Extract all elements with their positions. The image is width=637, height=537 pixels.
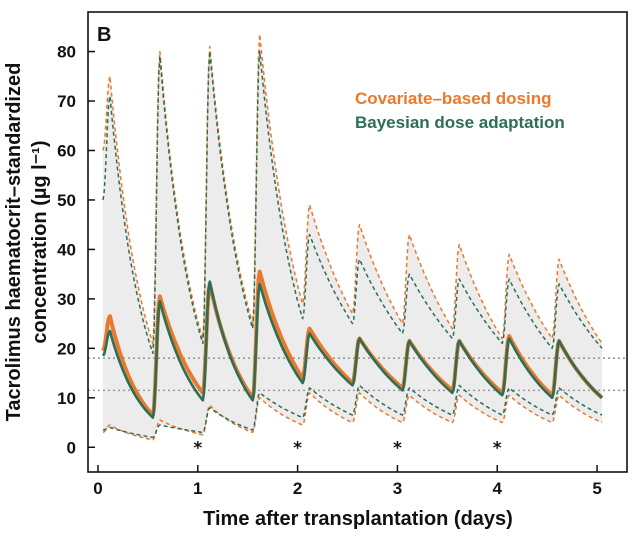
marker-star-0: * [193,438,202,458]
y-axis-title-line2: concentration (µg l⁻¹) [29,140,51,343]
series-line-upper-3 [102,50,603,355]
y-tick-label-4: 40 [57,240,76,259]
x-tick-label-1: 1 [193,479,202,498]
x-axis-title: Time after transplantation (days) [203,508,513,530]
band-layer [103,34,602,440]
y-tick-label-7: 70 [57,92,76,111]
x-tick-label-5: 5 [592,479,601,498]
prediction-band [103,34,602,440]
legend-entry-covariate: Covariate–based dosing [355,89,552,108]
marker-star-1: * [293,438,302,458]
y-axis-title-line1: Tacrolimus haematocrit–standardized [3,63,25,422]
legend-entry-bayesian: Bayesian dose adaptation [355,113,565,132]
legend: Covariate–based dosing Bayesian dose ada… [355,89,565,132]
series-line-upper-2 [102,33,603,345]
y-tick-label-1: 10 [57,389,76,408]
marker-star-2: * [393,438,402,458]
plot-frame [87,11,628,473]
y-tick-label-8: 80 [57,43,76,62]
series-lines [101,33,604,441]
marker-star-3: * [493,438,502,458]
series-line-lower-5 [102,384,603,439]
y-tick-label-2: 20 [57,339,76,358]
y-tick-label-3: 30 [57,290,76,309]
y-tick-label-0: 0 [67,438,76,457]
x-tick-label-3: 3 [393,479,402,498]
y-tick-label-6: 60 [57,141,76,160]
panel-label: B [97,24,111,46]
x-tick-label-0: 0 [93,479,102,498]
x-tick-label-4: 4 [493,479,503,498]
series-line-median-1 [101,280,603,419]
markers: * * * * [193,438,501,458]
x-tick-label-2: 2 [293,479,302,498]
y-tick-label-5: 50 [57,191,76,210]
